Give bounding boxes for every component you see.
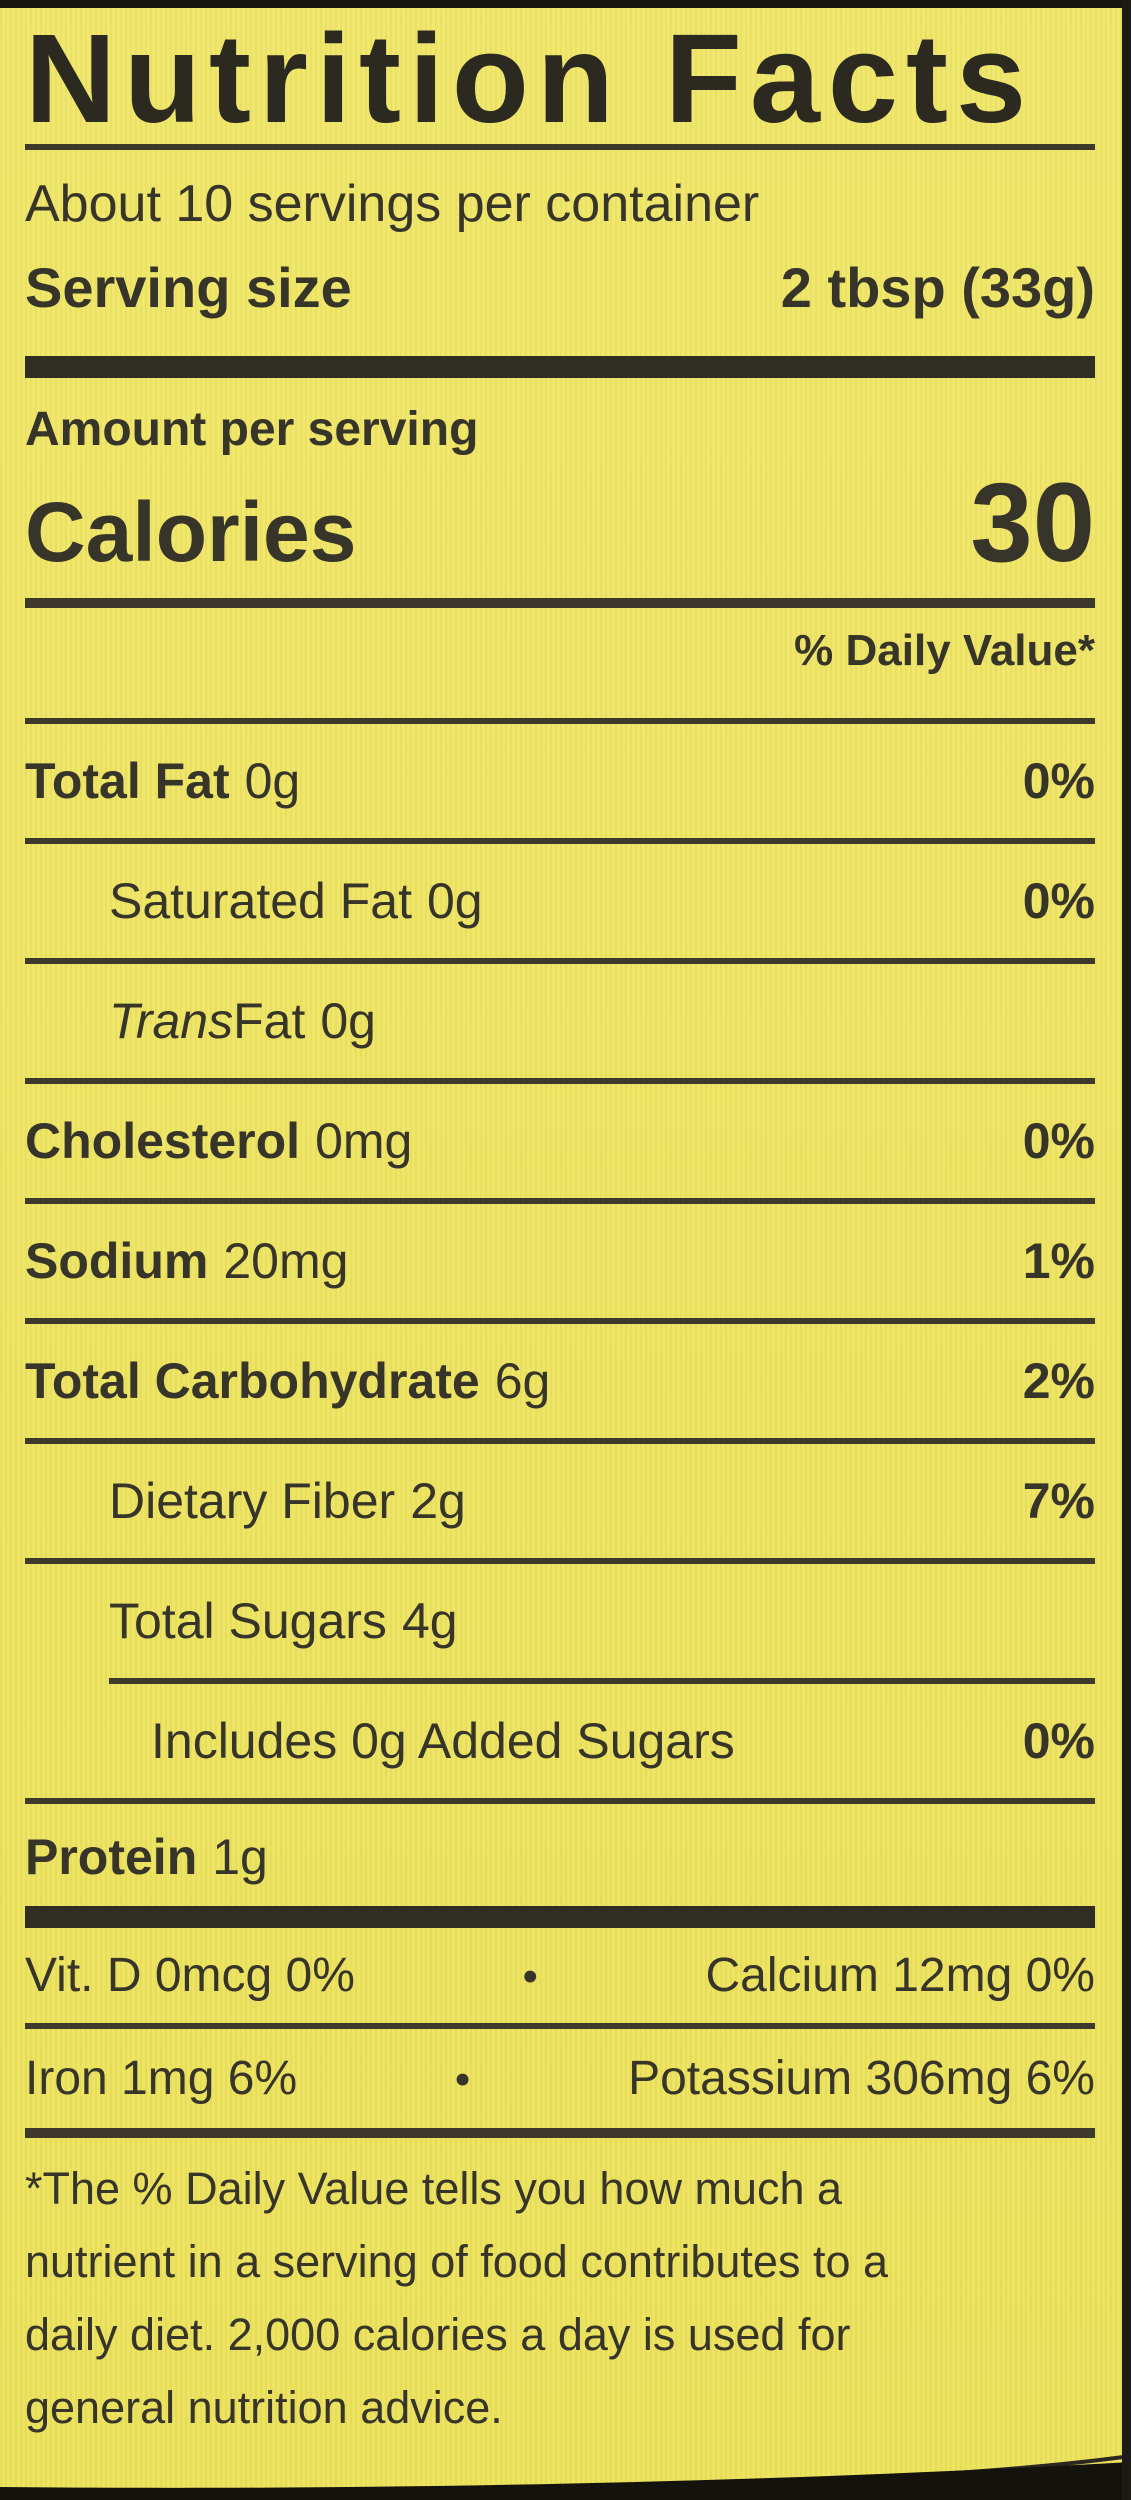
vitamin-d-calcium-right: Calcium 12mg 0%	[705, 1949, 1095, 2002]
divider	[25, 958, 1095, 964]
daily-value-header: % Daily Value*	[794, 626, 1095, 675]
nutrient-amount: 0g	[320, 993, 376, 1049]
footnote-line: *The % Daily Value tells you how much a	[25, 2163, 843, 2214]
nutrient-amount: 0g	[426, 873, 483, 929]
medium-divider	[25, 598, 1095, 608]
nutrient-daily-value: 0%	[1022, 753, 1095, 809]
nutrient-daily-value: 7%	[1022, 1473, 1095, 1529]
nutrient-name: Sodium	[25, 1233, 209, 1289]
nutrient-row-total-sugars: Total Sugars 4g	[25, 1564, 1095, 1678]
serving-size-value: 2 tbsp (33g)	[780, 256, 1095, 319]
divider	[25, 1318, 1095, 1324]
calories-label: Calories	[25, 485, 357, 579]
divider	[25, 1558, 1095, 1564]
nutrient-name-italic: Trans	[109, 993, 234, 1049]
divider	[25, 1438, 1095, 1444]
divider	[25, 1798, 1095, 1804]
nutrient-name: Total Carbohydrate	[25, 1353, 480, 1409]
nutrient-daily-value: 0%	[1022, 1713, 1095, 1769]
divider	[25, 838, 1095, 844]
divider	[25, 1198, 1095, 1204]
nutrient-row-cholesterol: Cholesterol 0mg 0%	[25, 1084, 1095, 1198]
nutrient-daily-value: 1%	[1022, 1233, 1095, 1289]
nutrient-name: Fat	[233, 993, 306, 1049]
nutrient-amount: 2g	[410, 1473, 466, 1529]
nutrient-name: Total Sugars	[109, 1593, 387, 1649]
page-title: Nutrition Facts	[25, 8, 1035, 149]
divider	[25, 2023, 1095, 2029]
iron-potassium-left: Iron 1mg 6%	[25, 2052, 298, 2105]
nutrient-row-added-sugars: Includes 0g Added Sugars 0%	[25, 1684, 1095, 1798]
divider	[25, 718, 1095, 724]
nutrient-row-saturated-fat: Saturated Fat 0g 0%	[25, 844, 1095, 958]
nutrient-amount: 20mg	[223, 1233, 349, 1289]
nutrient-amount: 6g	[494, 1353, 551, 1409]
nutrient-name: Protein	[25, 1829, 198, 1885]
indented-divider	[109, 1678, 1095, 1684]
daily-value-footnote: *The % Daily Value tells you how much a …	[25, 2152, 1095, 2444]
thick-divider	[25, 1906, 1095, 1928]
nutrient-row-trans-fat: Trans Fat 0g	[25, 964, 1095, 1078]
nutrient-row-total-carbohydrate: Total Carbohydrate 6g 2%	[25, 1324, 1095, 1438]
serving-size-label: Serving size	[25, 256, 352, 319]
nutrient-row-protein: Protein 1g	[25, 1804, 1095, 1906]
bullet-separator: •	[522, 1952, 538, 2001]
nutrient-amount: 0g	[244, 753, 301, 809]
nutrient-name: Dietary Fiber	[109, 1473, 396, 1529]
nutrient-row-dietary-fiber: Dietary Fiber 2g 7%	[25, 1444, 1095, 1558]
divider-under-title	[25, 144, 1095, 150]
calories-value: 30	[970, 460, 1095, 585]
nutrient-row-total-fat: Total Fat 0g 0%	[25, 724, 1095, 838]
servings-per-container: About 10 servings per container	[25, 175, 760, 233]
divider	[25, 1078, 1095, 1084]
footnote-line: general nutrition advice.	[25, 2382, 503, 2433]
vitamin-d-calcium-left: Vit. D 0mcg 0%	[25, 1949, 355, 2002]
label-content: Nutrition Facts About 10 servings per co…	[25, 8, 1095, 2444]
nutrient-name: Total Fat	[25, 753, 230, 809]
nutrient-daily-value: 0%	[1022, 1113, 1095, 1169]
serving-size-row: Serving size 2 tbsp (33g)	[25, 258, 1095, 318]
label-right-edge	[1122, 0, 1131, 2500]
nutrient-row-sodium: Sodium 20mg 1%	[25, 1204, 1095, 1318]
nutrient-name: Includes 0g Added Sugars	[151, 1713, 735, 1769]
micronutrient-row-2: Iron 1mg 6% • Potassium 306mg 6%	[25, 2029, 1095, 2128]
nutrient-daily-value: 0%	[1022, 873, 1095, 929]
label-bottom-edge	[0, 2454, 1131, 2500]
micronutrient-row-1: Vit. D 0mcg 0% • Calcium 12mg 0%	[25, 1928, 1095, 2023]
footnote-line: daily diet. 2,000 calories a day is used…	[25, 2309, 851, 2360]
bullet-separator: •	[454, 2055, 471, 2104]
nutrient-name: Saturated Fat	[109, 873, 412, 929]
nutrient-amount: 0mg	[315, 1113, 413, 1169]
amount-per-serving-label: Amount per serving	[25, 403, 479, 456]
medium-divider	[25, 2128, 1095, 2138]
nutrient-name: Cholesterol	[25, 1113, 301, 1169]
nutrient-amount: 4g	[401, 1593, 458, 1649]
nutrient-daily-value: 2%	[1022, 1353, 1095, 1409]
label-top-edge	[0, 0, 1131, 8]
thick-divider	[25, 356, 1095, 378]
iron-potassium-right: Potassium 306mg 6%	[628, 2052, 1095, 2105]
nutrient-amount: 1g	[212, 1829, 268, 1885]
footnote-line: nutrient in a serving of food contribute…	[25, 2236, 889, 2287]
calories-row: Calories 30	[25, 458, 1095, 585]
